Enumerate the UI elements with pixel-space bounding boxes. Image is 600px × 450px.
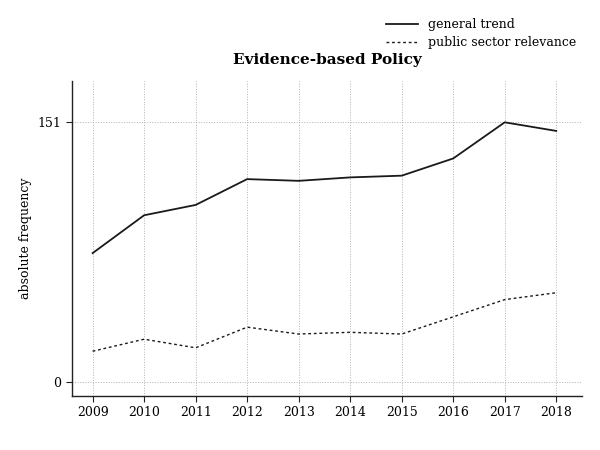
general trend [89, 251, 96, 256]
Y-axis label: absolute frequency: absolute frequency [19, 178, 32, 299]
general trend [501, 120, 508, 125]
Line: general trend: general trend [92, 122, 556, 253]
general trend [192, 202, 199, 207]
public sector relevance [398, 331, 405, 337]
Title: Evidence-based Policy: Evidence-based Policy [233, 54, 421, 68]
public sector relevance [501, 297, 508, 302]
Legend: general trend, public sector relevance: general trend, public sector relevance [386, 18, 576, 49]
general trend [140, 212, 148, 218]
public sector relevance [192, 345, 199, 351]
general trend [449, 156, 457, 161]
public sector relevance [449, 314, 457, 319]
public sector relevance [89, 349, 96, 354]
general trend [398, 173, 405, 178]
general trend [553, 128, 560, 134]
public sector relevance [140, 337, 148, 342]
public sector relevance [347, 329, 354, 335]
public sector relevance [295, 331, 302, 337]
public sector relevance [553, 290, 560, 295]
general trend [295, 178, 302, 184]
Line: public sector relevance: public sector relevance [92, 292, 556, 351]
general trend [244, 176, 251, 182]
general trend [347, 175, 354, 180]
public sector relevance [244, 324, 251, 330]
